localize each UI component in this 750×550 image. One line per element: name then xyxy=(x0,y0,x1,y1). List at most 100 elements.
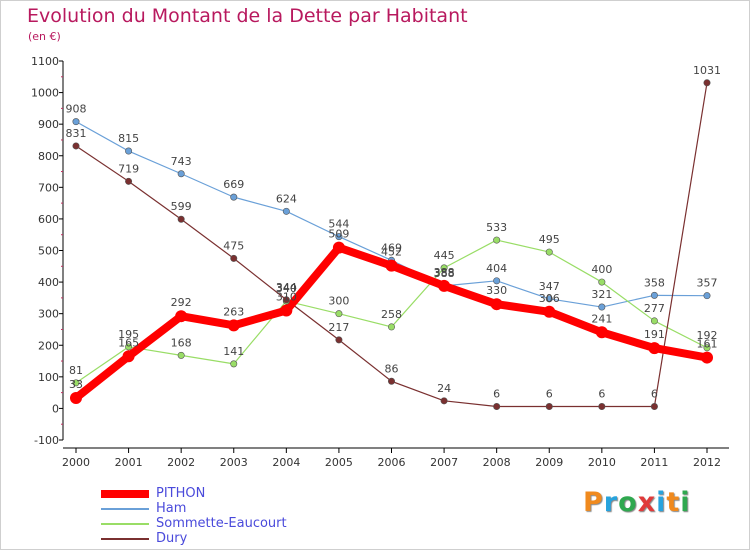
x-tick-label: 2007 xyxy=(430,456,458,469)
data-point-2-11 xyxy=(650,317,658,325)
data-label-3-2: 599 xyxy=(171,200,192,213)
data-point-3-9 xyxy=(545,403,553,411)
data-point-1-2 xyxy=(177,170,185,178)
data-label-1-12: 357 xyxy=(697,277,718,290)
data-point-2-2 xyxy=(177,351,185,359)
data-point-0-4 xyxy=(280,304,293,317)
data-label-0-2: 292 xyxy=(171,296,192,309)
chart-data-points xyxy=(70,79,713,411)
chart-unit-subtitle: (en €) xyxy=(28,30,61,43)
data-point-2-1 xyxy=(125,343,133,351)
data-point-0-2 xyxy=(175,310,188,323)
x-tick-label: 2011 xyxy=(640,456,668,469)
data-label-0-5: 509 xyxy=(328,228,349,241)
data-label-1-0: 908 xyxy=(66,103,87,116)
data-label-0-7: 388 xyxy=(434,266,455,279)
y-tick-label: 500 xyxy=(38,245,59,258)
data-label-1-4: 624 xyxy=(276,192,297,205)
data-label-0-8: 330 xyxy=(486,284,507,297)
x-tick-label: 2004 xyxy=(272,456,300,469)
data-point-2-7 xyxy=(440,264,448,272)
chart-data-labels: 33 165 292 263 310 509 452 388 330 306 241 191 161 90… xyxy=(66,64,722,401)
data-label-1-8: 404 xyxy=(486,262,507,275)
data-point-1-5 xyxy=(335,233,343,241)
data-point-1-4 xyxy=(282,207,290,215)
series-line-1 xyxy=(75,121,708,308)
x-tick-label: 2001 xyxy=(115,456,143,469)
data-label-1-1: 815 xyxy=(118,132,139,145)
data-label-2-11: 277 xyxy=(644,302,665,315)
data-label-0-6: 452 xyxy=(381,246,402,259)
data-point-3-7 xyxy=(440,397,448,405)
chart-title: Evolution du Montant de la Dette par Hab… xyxy=(27,5,468,27)
data-point-2-9 xyxy=(545,248,553,256)
data-label-2-3: 141 xyxy=(223,345,244,358)
y-tick-label: -100 xyxy=(34,434,59,447)
data-point-0-3 xyxy=(227,319,240,332)
data-label-2-12: 192 xyxy=(697,329,718,342)
legend-swatch xyxy=(101,538,149,540)
x-tick-label: 2010 xyxy=(588,456,616,469)
legend-swatch xyxy=(101,523,149,525)
data-label-0-12: 161 xyxy=(697,338,718,351)
data-point-3-12 xyxy=(703,79,711,87)
y-tick-label: 0 xyxy=(52,402,59,415)
data-label-2-7: 445 xyxy=(434,249,455,262)
data-point-3-1 xyxy=(125,177,133,185)
data-point-1-0 xyxy=(72,118,80,126)
data-point-1-11 xyxy=(650,291,658,299)
data-point-2-0 xyxy=(72,379,80,387)
data-point-0-10 xyxy=(595,326,608,339)
y-tick-label: 900 xyxy=(38,118,59,131)
data-point-0-1 xyxy=(122,350,135,363)
x-tick-label: 2012 xyxy=(693,456,721,469)
x-tick-label: 2002 xyxy=(167,456,195,469)
y-tick-label: 600 xyxy=(38,213,59,226)
x-tick-label: 2000 xyxy=(62,456,90,469)
legend-swatch xyxy=(101,490,149,498)
legend-label: Sommette-Eaucourt xyxy=(156,516,287,531)
data-label-0-4: 310 xyxy=(276,291,297,304)
data-label-0-9: 306 xyxy=(539,292,560,305)
y-tick-label: 700 xyxy=(38,181,59,194)
data-label-3-4: 344 xyxy=(276,281,297,294)
data-label-1-6: 469 xyxy=(381,241,402,254)
data-point-0-5 xyxy=(332,241,345,254)
y-tick-label: 300 xyxy=(38,308,59,321)
data-point-1-9 xyxy=(545,295,553,303)
data-label-2-0: 81 xyxy=(69,364,83,377)
x-tick-label: 2009 xyxy=(535,456,563,469)
data-point-3-5 xyxy=(335,336,343,344)
data-label-0-11: 191 xyxy=(644,328,665,341)
data-label-2-2: 168 xyxy=(171,336,192,349)
data-point-0-8 xyxy=(490,298,503,311)
data-point-1-3 xyxy=(230,193,238,201)
data-label-1-7: 388 xyxy=(434,267,455,280)
data-label-3-10: 6 xyxy=(598,388,605,401)
data-label-1-11: 358 xyxy=(644,276,665,289)
data-point-3-11 xyxy=(650,403,658,411)
data-label-1-9: 347 xyxy=(539,280,560,293)
data-point-2-3 xyxy=(230,360,238,368)
legend-label: PITHON xyxy=(156,486,206,501)
y-tick-label: 400 xyxy=(38,276,59,289)
x-tick-label: 2003 xyxy=(220,456,248,469)
data-label-2-1: 195 xyxy=(118,328,139,341)
data-point-2-12 xyxy=(703,344,711,352)
data-point-3-0 xyxy=(72,142,80,150)
data-point-1-1 xyxy=(125,147,133,155)
data-label-0-0: 33 xyxy=(69,378,83,391)
legend-swatch xyxy=(101,508,149,510)
y-tick-label: 1100 xyxy=(31,55,59,68)
data-point-3-8 xyxy=(493,403,501,411)
data-point-1-12 xyxy=(703,292,711,300)
data-label-3-7: 24 xyxy=(437,382,451,395)
y-tick-label: 800 xyxy=(38,150,59,163)
data-point-2-10 xyxy=(598,278,606,286)
logo-letter: r xyxy=(603,487,619,518)
data-point-0-11 xyxy=(648,342,661,355)
data-label-2-5: 300 xyxy=(328,295,349,308)
logo-letter: i xyxy=(656,487,667,518)
data-point-0-6 xyxy=(385,259,398,272)
